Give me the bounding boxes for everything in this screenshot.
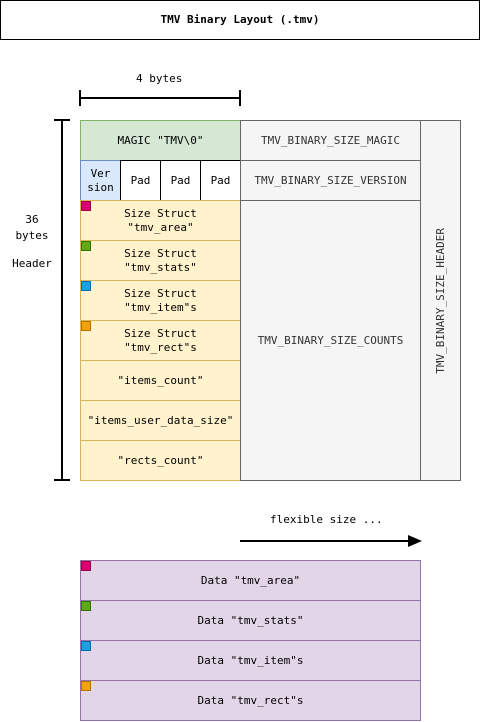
rects-marker <box>81 321 91 331</box>
width-dimension-arrow <box>79 90 241 106</box>
items-count-cell: "items_count" <box>80 360 241 401</box>
pad-cell: Pad <box>120 160 161 201</box>
size-struct-rects: Size Struct "tmv_rect"s <box>80 320 241 361</box>
size-counts-cell: TMV_BINARY_SIZE_COUNTS <box>240 200 421 481</box>
header-size-label: 36 bytes <box>15 213 49 242</box>
pad-cell: Pad <box>200 160 241 201</box>
size-struct-area: Size Struct "tmv_area" <box>80 200 241 241</box>
data-block-items: Data "tmv_item"s <box>80 640 421 681</box>
items-marker <box>81 281 91 291</box>
height-dimension-arrow <box>54 119 70 481</box>
size-struct-stats: Size Struct "tmv_stats" <box>80 240 241 281</box>
data-items-marker <box>81 641 91 651</box>
size-magic-cell: TMV_BINARY_SIZE_MAGIC <box>240 120 421 161</box>
data-stats-marker <box>81 601 91 611</box>
size-struct-items: Size Struct "tmv_item"s <box>80 280 241 321</box>
items-user-data-size-cell: "items_user_data_size" <box>80 400 241 441</box>
size-header-label: TMV_BINARY_SIZE_HEADER <box>433 227 447 374</box>
flexible-size-arrow <box>240 535 422 547</box>
data-area-marker <box>81 561 91 571</box>
data-block-area: Data "tmv_area" <box>80 560 421 601</box>
flexible-size-label: flexible size ... <box>270 513 383 526</box>
data-block-rects: Data "tmv_rect"s <box>80 680 421 721</box>
magic-cell: MAGIC "TMV\0" <box>80 120 241 161</box>
size-version-cell: TMV_BINARY_SIZE_VERSION <box>240 160 421 201</box>
header-label: Header <box>12 257 52 270</box>
version-cell: Ver sion <box>80 160 121 201</box>
data-rects-marker <box>81 681 91 691</box>
width-label: 4 bytes <box>136 72 183 85</box>
size-header-cell: TMV_BINARY_SIZE_HEADER <box>420 120 461 481</box>
pad-cell: Pad <box>160 160 201 201</box>
rects-count-cell: "rects_count" <box>80 440 241 481</box>
stats-marker <box>81 241 91 251</box>
area-marker <box>81 201 91 211</box>
data-block-stats: Data "tmv_stats" <box>80 600 421 641</box>
diagram-title: TMV Binary Layout (.tmv) <box>0 0 480 40</box>
